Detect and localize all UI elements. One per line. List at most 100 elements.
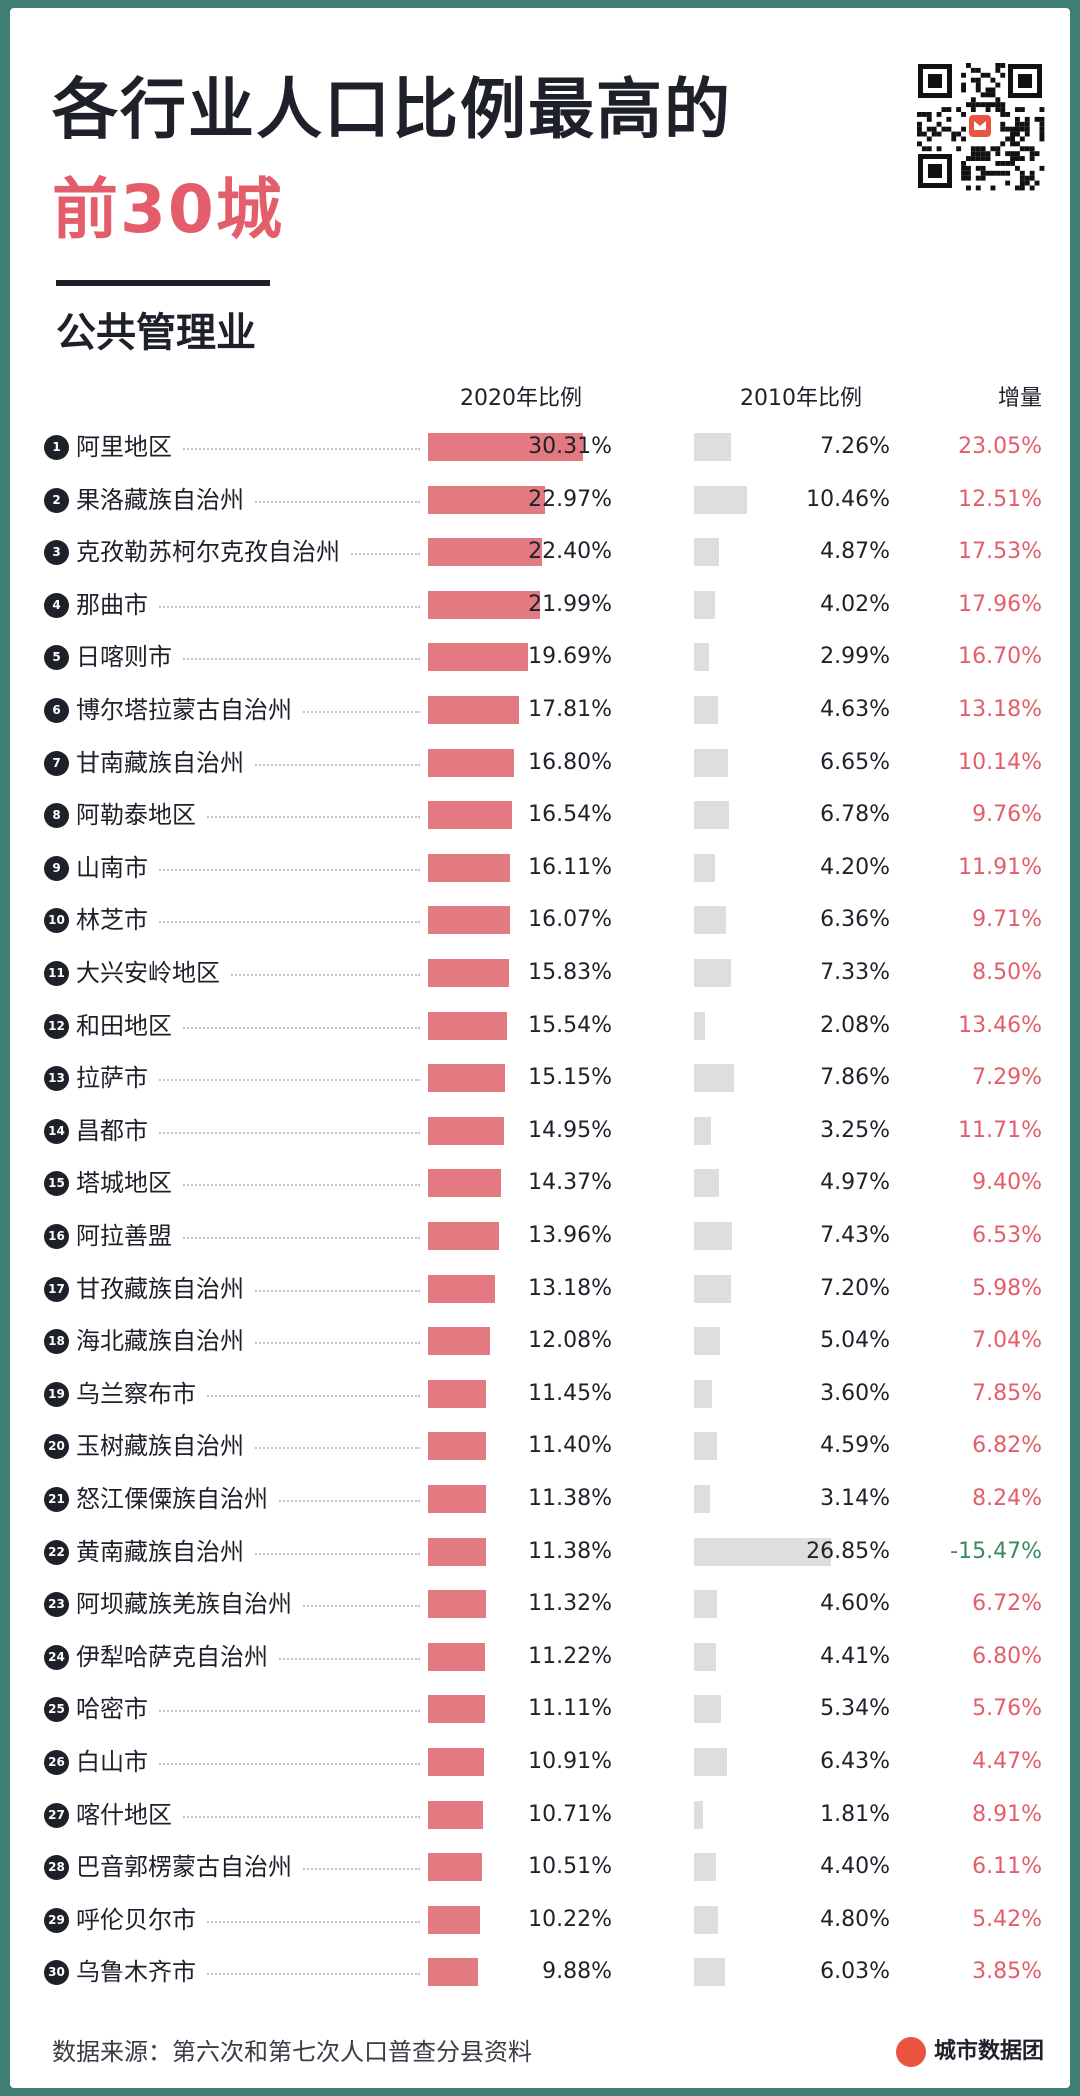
bar-2010 (694, 906, 727, 935)
table-row: 29 呼伦贝尔市 10.22% 4.80% 5.42% (10, 1894, 1070, 1947)
value-2020: 15.83% (528, 960, 612, 985)
value-increase: 17.96% (958, 591, 1042, 617)
table-row: 17 甘孜藏族自治州 13.18% 7.20% 5.98% (10, 1263, 1070, 1316)
value-2010: 3.14% (820, 1486, 890, 1511)
rank-badge: 27 (44, 1802, 69, 1828)
bar-2010 (694, 853, 716, 882)
value-increase: 4.47% (972, 1749, 1042, 1774)
bar-2010 (694, 1905, 719, 1934)
city-name: 呼伦贝尔市 (76, 1901, 206, 1938)
value-2010: 3.25% (820, 1117, 890, 1143)
rank-badge: 24 (44, 1644, 69, 1670)
value-2010: 4.41% (820, 1643, 890, 1669)
table-row: 8 阿勒泰地区 16.54% 6.78% 9.76% (10, 789, 1070, 842)
city-name: 喀什地区 (76, 1796, 182, 1833)
value-2020: 16.11% (528, 854, 612, 880)
value-2010: 4.87% (820, 539, 890, 565)
bar-2020 (428, 1537, 487, 1566)
table-row: 28 巴音郭楞蒙古自治州 10.51% 4.40% 6.11% (10, 1841, 1070, 1894)
bar-2010 (694, 1958, 725, 1987)
bar-2020 (428, 801, 513, 830)
value-2020: 10.51% (528, 1854, 612, 1880)
value-2010: 4.02% (820, 591, 890, 617)
bar-2010 (694, 643, 710, 672)
bar-2020 (428, 906, 510, 935)
city-name: 昌都市 (76, 1112, 158, 1149)
rank-badge: 5 (44, 645, 69, 671)
value-2010: 4.20% (820, 854, 890, 880)
leader-dots (80, 1131, 420, 1134)
bar-2020 (428, 1695, 485, 1724)
value-increase: 6.11% (972, 1854, 1042, 1880)
rank-badge: 15 (44, 1171, 69, 1197)
city-name: 克孜勒苏柯尔克孜自治州 (76, 534, 350, 571)
value-2010: 6.03% (820, 1959, 890, 1985)
city-name: 巴音郭楞蒙古自治州 (76, 1849, 302, 1886)
value-2020: 12.08% (528, 1328, 612, 1354)
value-increase: 8.24% (972, 1486, 1042, 1511)
bar-2020 (428, 1169, 502, 1198)
rank-badge: 11 (44, 961, 69, 986)
value-2010: 7.43% (820, 1223, 890, 1248)
rank-badge: 4 (44, 592, 69, 618)
leader-dots (80, 605, 420, 608)
value-increase: 7.29% (972, 1065, 1042, 1091)
value-increase: 11.91% (958, 854, 1042, 880)
bar-2010 (694, 1222, 732, 1250)
bar-2010 (694, 1853, 717, 1882)
city-name: 山南市 (76, 849, 158, 886)
bar-2010 (694, 1800, 704, 1829)
table-row: 13 拉萨市 15.15% 7.86% 7.29% (10, 1052, 1070, 1105)
value-2020: 14.95% (528, 1117, 612, 1143)
bar-2020 (428, 696, 519, 724)
value-2020: 15.54% (528, 1012, 612, 1038)
city-name: 哈密市 (76, 1691, 158, 1728)
bar-2010 (694, 1485, 710, 1513)
city-name: 阿坝藏族羌族自治州 (76, 1586, 302, 1623)
leader-dots (80, 1920, 420, 1923)
leader-dots (80, 1973, 420, 1976)
leader-dots (80, 816, 420, 819)
value-increase: 11.71% (958, 1117, 1042, 1143)
bar-2010 (694, 1169, 720, 1198)
value-2010: 1.81% (820, 1801, 890, 1827)
rank-badge: 2 (44, 487, 69, 513)
data-source: 数据来源：第六次和第七次人口普查分县资料 (52, 2038, 532, 2066)
value-increase: 12.51% (958, 486, 1042, 512)
value-2020: 9.88% (542, 1959, 612, 1985)
value-increase: 3.85% (972, 1959, 1042, 1985)
value-increase: 8.91% (972, 1801, 1042, 1827)
value-2020: 30.31% (528, 434, 612, 459)
value-2020: 11.38% (528, 1486, 612, 1511)
value-increase: 17.53% (958, 539, 1042, 565)
value-2010: 4.80% (820, 1906, 890, 1932)
table-row: 4 那曲市 21.99% 4.02% 17.96% (10, 579, 1070, 632)
rank-badge: 10 (44, 908, 69, 934)
value-2020: 11.22% (528, 1643, 612, 1669)
value-increase: 10.14% (958, 749, 1042, 775)
city-name: 博尔塔拉蒙古自治州 (76, 692, 302, 728)
city-name: 林芝市 (76, 902, 158, 939)
value-increase: 9.40% (972, 1170, 1042, 1196)
table-row: 21 怒江傈僳族自治州 11.38% 3.14% 8.24% (10, 1473, 1070, 1526)
bar-2020 (428, 1853, 482, 1882)
rank-badge: 30 (44, 1960, 69, 1986)
brand-logo-icon (895, 2037, 926, 2067)
city-name: 玉树藏族自治州 (76, 1428, 254, 1465)
value-2020: 17.81% (528, 697, 612, 722)
value-2020: 16.54% (528, 802, 612, 828)
table-row: 10 林芝市 16.07% 6.36% 9.71% (10, 894, 1070, 947)
table-row: 24 伊犁哈萨克自治州 11.22% 4.41% 6.80% (10, 1631, 1070, 1684)
bar-2020 (428, 1116, 505, 1145)
city-name: 果洛藏族自治州 (76, 481, 254, 518)
rank-badge: 6 (44, 698, 69, 723)
rank-badge: 7 (44, 750, 69, 776)
value-2020: 22.97% (528, 486, 612, 512)
header-increase: 增量 (998, 386, 1043, 411)
value-increase: 8.50% (972, 960, 1042, 985)
bar-2010 (694, 590, 715, 619)
value-increase: 13.18% (958, 697, 1042, 722)
title-line-2: 前30城 (52, 171, 284, 248)
leader-dots (80, 1079, 420, 1082)
city-name: 阿里地区 (76, 429, 182, 465)
